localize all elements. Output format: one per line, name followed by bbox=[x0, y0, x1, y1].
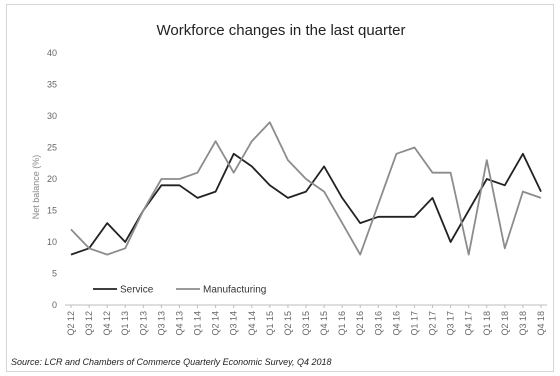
x-tick-label: Q1 15 bbox=[265, 311, 275, 336]
x-tick-label: Q2 16 bbox=[355, 311, 365, 336]
y-tick-label: 10 bbox=[47, 237, 57, 247]
x-tick-label: Q3 14 bbox=[229, 311, 239, 336]
legend-label-service: Service bbox=[120, 285, 154, 296]
x-tick-label: Q1 18 bbox=[482, 311, 492, 336]
x-tick-label: Q4 15 bbox=[319, 311, 329, 336]
x-tick-label: Q4 17 bbox=[464, 311, 474, 336]
x-tick-label: Q4 13 bbox=[174, 311, 184, 336]
chart-frame: Workforce changes in the last quarter 0 5… bbox=[6, 4, 554, 372]
chart-title: Workforce changes in the last quarter bbox=[156, 22, 405, 39]
y-tick-label: 35 bbox=[47, 80, 57, 90]
y-axis: 0 5 10 15 20 25 30 35 40 bbox=[47, 48, 57, 310]
x-tick-label: Q3 17 bbox=[446, 311, 456, 336]
x-tick-label: Q3 13 bbox=[156, 311, 166, 336]
y-axis-label: Net balance (%) bbox=[31, 155, 41, 220]
x-tick-label: Q4 12 bbox=[102, 311, 112, 336]
x-tick-label: Q1 16 bbox=[337, 311, 347, 336]
x-tick-label: Q4 16 bbox=[391, 311, 401, 336]
x-tick-label: Q2 18 bbox=[500, 311, 510, 336]
x-tick-label: Q3 12 bbox=[84, 311, 94, 336]
series-layer bbox=[70, 121, 542, 256]
line-chart: Workforce changes in the last quarter 0 5… bbox=[11, 22, 547, 367]
x-tick-label: Q2 12 bbox=[66, 311, 76, 336]
x-tick-label: Q2 14 bbox=[211, 311, 221, 336]
y-tick-label: 0 bbox=[52, 300, 57, 310]
x-tick-label: Q4 18 bbox=[536, 311, 546, 336]
y-tick-label: 5 bbox=[52, 269, 57, 279]
legend-label-manufacturing: Manufacturing bbox=[203, 285, 266, 296]
x-tick-label: Q2 17 bbox=[428, 311, 438, 336]
legend: Service Manufacturing bbox=[93, 285, 266, 296]
y-tick-label: 40 bbox=[47, 48, 57, 58]
x-tick-label: Q2 15 bbox=[283, 311, 293, 336]
x-tick-label: Q1 17 bbox=[409, 311, 419, 336]
x-tick-label: Q2 13 bbox=[138, 311, 148, 336]
source-note: Source: LCR and Chambers of Commerce Qua… bbox=[11, 357, 331, 367]
y-tick-label: 30 bbox=[47, 111, 57, 121]
y-tick-label: 15 bbox=[47, 206, 57, 216]
x-tick-label: Q1 14 bbox=[193, 311, 203, 336]
x-tick-label: Q3 16 bbox=[373, 311, 383, 336]
x-tick-label: Q3 15 bbox=[301, 311, 311, 336]
y-tick-label: 20 bbox=[47, 174, 57, 184]
y-tick-label: 25 bbox=[47, 143, 57, 153]
x-tick-label: Q4 14 bbox=[247, 311, 257, 336]
x-tick-label: Q1 13 bbox=[120, 311, 130, 336]
x-tick-label: Q3 18 bbox=[518, 311, 528, 336]
series-line-service bbox=[70, 152, 542, 256]
x-axis: Q2 12 Q3 12 Q4 12 Q1 13 Q2 13 Q3 13 Q4 13 Q1 14… bbox=[65, 304, 547, 336]
series-line-manufacturing bbox=[70, 121, 542, 256]
